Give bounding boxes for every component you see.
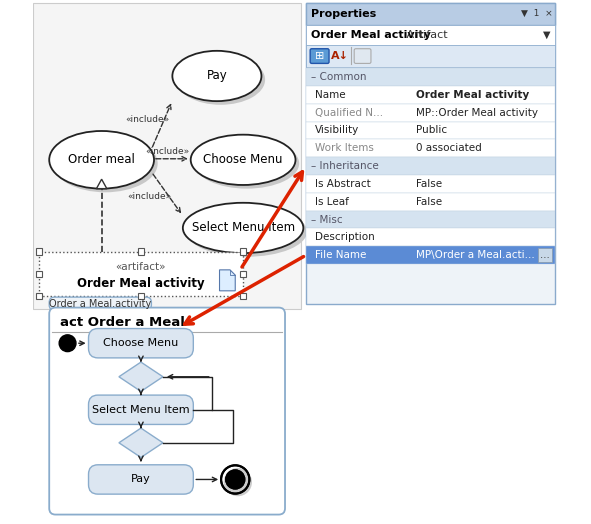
Text: – Inheritance: – Inheritance [311, 161, 379, 171]
FancyBboxPatch shape [89, 329, 193, 358]
Circle shape [59, 335, 76, 352]
Bar [35, 271, 42, 277]
Text: Pay: Pay [131, 474, 151, 485]
Text: Is Leaf: Is Leaf [316, 196, 349, 207]
Bar [306, 193, 555, 211]
Text: Properties: Properties [311, 8, 376, 19]
Bar [240, 293, 246, 299]
Text: «include»: «include» [126, 115, 170, 124]
Ellipse shape [191, 135, 296, 185]
Text: False: False [416, 196, 442, 207]
Text: Name: Name [316, 90, 346, 100]
Text: ▼  1  ×: ▼ 1 × [521, 9, 552, 18]
Text: Work Items: Work Items [316, 143, 374, 154]
Text: Order meal: Order meal [68, 154, 135, 166]
Text: 0 associated: 0 associated [416, 143, 482, 154]
Circle shape [224, 468, 252, 496]
FancyBboxPatch shape [354, 49, 371, 63]
Ellipse shape [183, 203, 303, 253]
Text: MP\Order a Meal.acti...: MP\Order a Meal.acti... [416, 250, 535, 260]
Bar [39, 252, 243, 296]
Bar [138, 248, 144, 255]
Text: File Name: File Name [316, 250, 367, 260]
Text: Select Menu Item: Select Menu Item [92, 405, 190, 415]
Text: Artifact: Artifact [403, 29, 447, 40]
Text: Order Meal activity: Order Meal activity [77, 277, 204, 290]
Text: – Misc: – Misc [311, 214, 343, 225]
Bar [306, 3, 555, 304]
Text: «include»: «include» [128, 192, 172, 201]
Bar [306, 68, 555, 86]
FancyBboxPatch shape [310, 49, 329, 63]
Bar [306, 25, 555, 45]
Text: «include»: «include» [145, 147, 190, 157]
Ellipse shape [194, 138, 299, 189]
Text: «artifact»: «artifact» [116, 262, 166, 272]
Circle shape [226, 470, 245, 489]
Bar [306, 86, 555, 104]
Bar [306, 45, 555, 67]
Bar [306, 104, 555, 122]
Polygon shape [219, 270, 235, 291]
Bar [306, 175, 555, 193]
Bar [306, 157, 555, 175]
Bar [306, 3, 555, 25]
Text: Order a Meal.activity: Order a Meal.activity [49, 299, 151, 309]
Polygon shape [96, 179, 107, 189]
Bar [306, 122, 555, 139]
Text: Visibility: Visibility [316, 125, 360, 136]
Text: act Order a Meal: act Order a Meal [60, 316, 184, 329]
Ellipse shape [173, 51, 261, 101]
Bar [538, 248, 552, 262]
Text: Qualified N...: Qualified N... [316, 107, 384, 118]
Text: Choose Menu: Choose Menu [203, 154, 283, 166]
Bar [138, 293, 144, 299]
Text: MP::Order Meal activity: MP::Order Meal activity [416, 107, 538, 118]
Text: Order Meal activity: Order Meal activity [311, 29, 431, 40]
Bar [240, 271, 246, 277]
Ellipse shape [187, 206, 307, 257]
Ellipse shape [49, 131, 154, 189]
Text: – Common: – Common [311, 72, 367, 82]
Bar [240, 248, 246, 255]
FancyBboxPatch shape [89, 465, 193, 494]
Bar [35, 248, 42, 255]
Text: Choose Menu: Choose Menu [103, 338, 178, 348]
Ellipse shape [53, 135, 158, 192]
Polygon shape [119, 428, 163, 457]
Bar [34, 3, 301, 309]
Text: Is Abstract: Is Abstract [316, 179, 371, 189]
Text: ⊞: ⊞ [315, 51, 324, 61]
Text: False: False [416, 179, 442, 189]
Text: Order Meal activity: Order Meal activity [416, 90, 530, 100]
FancyBboxPatch shape [49, 308, 285, 515]
Circle shape [226, 470, 245, 489]
Text: ▼: ▼ [543, 29, 551, 40]
Text: Pay: Pay [206, 70, 228, 82]
Bar [306, 228, 555, 246]
Bar [306, 139, 555, 157]
Bar [306, 211, 555, 228]
Bar [35, 293, 42, 299]
Text: A↓: A↓ [331, 51, 349, 61]
Text: Select Menu Item: Select Menu Item [191, 222, 295, 234]
Text: …: … [540, 250, 550, 260]
Text: Description: Description [316, 232, 375, 243]
Bar [306, 246, 555, 264]
Ellipse shape [176, 54, 265, 105]
Polygon shape [119, 362, 163, 391]
FancyBboxPatch shape [89, 395, 193, 424]
FancyBboxPatch shape [49, 297, 151, 310]
Text: Public: Public [416, 125, 447, 136]
